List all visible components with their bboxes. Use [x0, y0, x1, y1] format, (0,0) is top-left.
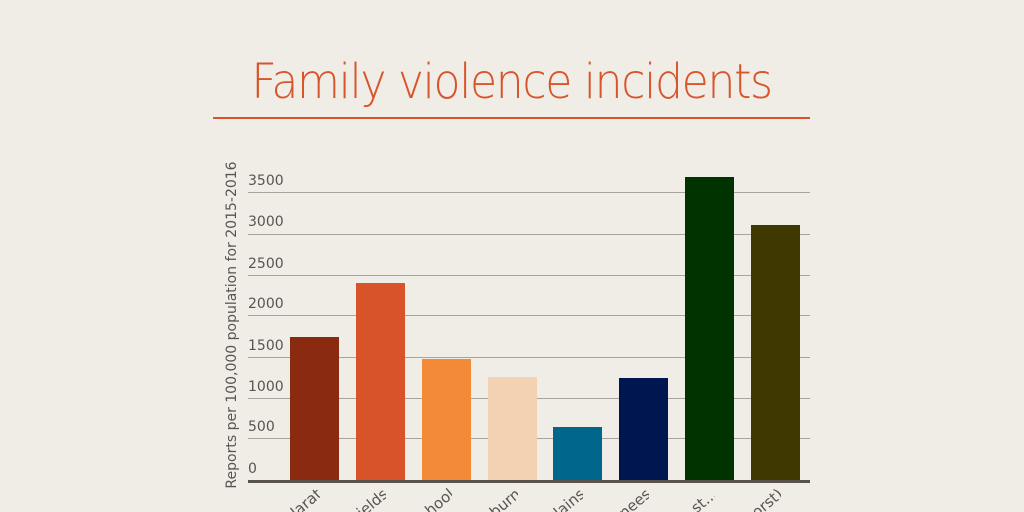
bar-7	[685, 177, 734, 481]
x-label-1-container: larat	[250, 483, 320, 512]
bar-4	[488, 377, 537, 481]
bar-1	[290, 337, 339, 481]
x-label-4-container: burn	[448, 483, 518, 512]
x-label-2-container: ields	[316, 483, 386, 512]
x-label-7-container: st...	[645, 483, 715, 512]
gridline-1500	[248, 357, 810, 358]
chart-title: Family violence incidents	[251, 54, 773, 110]
bar-5	[553, 427, 602, 481]
bar-3	[422, 359, 471, 481]
y-tick-3000: 3000	[248, 214, 284, 230]
y-tick-500: 500	[248, 419, 275, 435]
gridline-2500	[248, 275, 810, 276]
x-label-8: orst)	[748, 485, 781, 512]
bar-6	[619, 378, 668, 481]
gridline-2000	[248, 315, 810, 316]
x-label-5-container: lains	[513, 483, 583, 512]
y-tick-0: 0	[248, 461, 257, 477]
x-axis-line	[248, 480, 810, 483]
x-label-6-container: nees	[579, 483, 649, 512]
bar-8	[751, 225, 800, 481]
y-tick-1500: 1500	[248, 338, 284, 354]
gridline-3000	[248, 234, 810, 235]
y-tick-2500: 2500	[248, 256, 284, 272]
x-label-8-container: orst)	[711, 483, 781, 512]
title-underline	[213, 117, 810, 119]
bar-2	[356, 283, 405, 481]
y-tick-2000: 2000	[248, 296, 284, 312]
x-label-3-container: hool	[382, 483, 452, 512]
y-tick-1000: 1000	[248, 379, 284, 395]
y-tick-3500: 3500	[248, 173, 284, 189]
x-label-6: nees	[615, 485, 649, 512]
gridline-3500	[248, 192, 810, 193]
